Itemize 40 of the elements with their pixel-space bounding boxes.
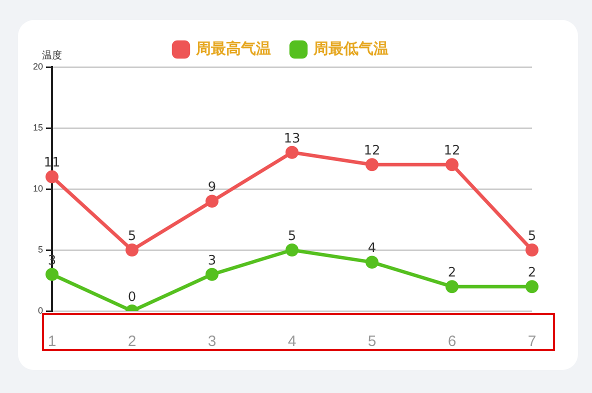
point (526, 280, 538, 294)
y-tick-label: 5 (38, 244, 44, 254)
point (46, 170, 59, 184)
point (46, 268, 59, 281)
x-tick-label: 4 (288, 333, 296, 350)
point (366, 158, 379, 172)
data-label: 5 (128, 228, 136, 244)
x-tick-label: 1 (48, 333, 56, 350)
x-tick-label: 3 (208, 333, 216, 350)
x-tick-label: 6 (448, 333, 456, 350)
data-label: 13 (284, 131, 300, 146)
data-label: 0 (128, 290, 136, 305)
point (206, 194, 219, 208)
data-label: 2 (528, 265, 536, 280)
data-label: 12 (444, 143, 460, 158)
data-label: 9 (208, 180, 216, 196)
y-tick-label: 20 (32, 61, 44, 72)
legend-label: 周最高气温 (195, 39, 271, 58)
data-label: 5 (288, 228, 296, 244)
point (526, 244, 538, 256)
y-tick-label: 10 (32, 183, 44, 194)
point (446, 158, 458, 172)
x-tick-label: 5 (368, 333, 376, 350)
data-label: 2 (448, 265, 456, 280)
point (366, 256, 379, 269)
data-label: 4 (368, 241, 376, 256)
point (286, 244, 299, 256)
x-tick-label: 7 (528, 333, 536, 350)
point (446, 280, 458, 294)
point (126, 244, 139, 256)
data-label: 12 (364, 143, 380, 158)
data-label: 5 (528, 228, 536, 244)
legend-label: 周最低气温 (312, 39, 388, 58)
data-label: 3 (208, 253, 216, 268)
y-axis-title: 温度 (42, 50, 62, 62)
point (286, 146, 299, 159)
y-tick-label: 15 (32, 122, 44, 132)
y-tick-label: 0 (38, 305, 44, 316)
x-tick-label: 2 (128, 333, 136, 350)
point (206, 268, 219, 281)
